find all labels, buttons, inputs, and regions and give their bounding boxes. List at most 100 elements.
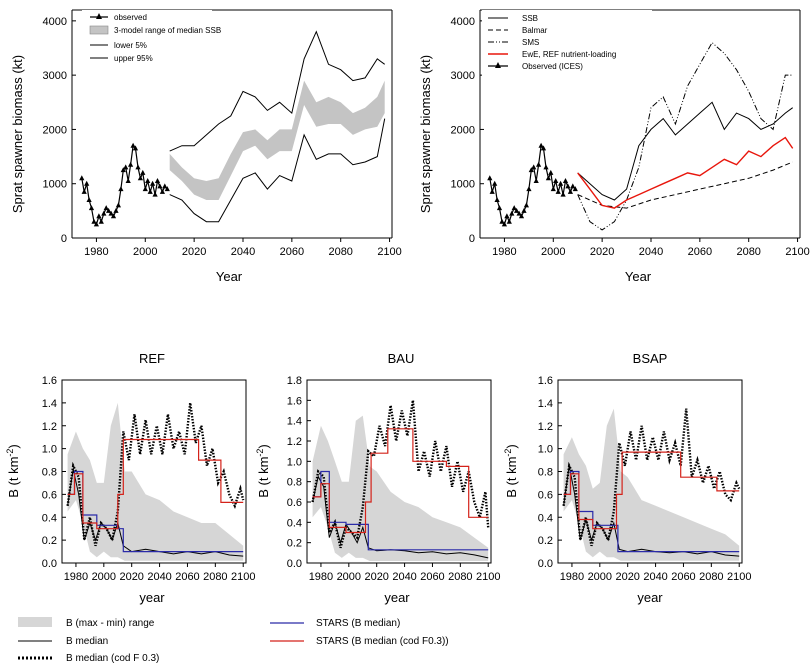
ref-ytick-label-7: 1.4 — [42, 398, 57, 410]
ref-xtick-label-2: 2020 — [119, 571, 143, 583]
top-left-series-0-point-4 — [88, 205, 95, 211]
top-right-xtick-label-1: 2000 — [541, 246, 565, 258]
bau-ytick-label-5: 1.0 — [287, 456, 302, 468]
bsap-ytick-label-2: 0.4 — [538, 512, 553, 524]
top-right-series-4-point-27 — [553, 178, 559, 183]
top-left-ytick-label-0: 0 — [61, 233, 67, 245]
top-left-series-3-line — [169, 30, 385, 152]
top-right-series-4-point-23 — [543, 164, 549, 170]
bsap-xtick-label-1: 2000 — [588, 571, 612, 583]
top-left-series-0-point-33 — [159, 188, 165, 194]
bau-ytick-label-6: 1.2 — [287, 436, 302, 448]
top-left-xtick-label-3: 2040 — [231, 246, 255, 258]
legend-balmar: Balmar — [522, 26, 548, 35]
top-right-series-4-point-17 — [528, 167, 534, 173]
top-right-ytick-label-2: 2000 — [451, 124, 475, 136]
top-right-legend: SSB Balmar SMS EwE, REF nutrient-loading… — [482, 10, 652, 80]
top-right-series-4-point-26 — [550, 186, 556, 192]
top-left-series-0-point-21 — [130, 142, 136, 148]
top-right-series-4-point-7 — [504, 213, 510, 219]
top-right-series-4-point-8 — [506, 218, 512, 224]
top-left-series-0-point-23 — [135, 164, 141, 170]
top-right-series-4-point-14 — [521, 207, 527, 213]
ref-ytick-label-6: 1.2 — [42, 421, 57, 433]
bau-series-2-line — [311, 400, 490, 549]
top-left-chart: 0 1000 2000 3000 4000 1980 2000 2020 2040 2060 208… — [10, 9, 402, 284]
top-left-xtick-label-5: 2080 — [328, 246, 352, 258]
bsap-series-0-band — [563, 408, 740, 561]
top-right-xtick-label-6: 2100 — [785, 246, 809, 258]
top-left-series-0-point-11 — [106, 207, 112, 213]
top-right-series-4-point-10 — [511, 205, 517, 211]
top-left-series-0-point-25 — [140, 169, 146, 175]
legend-box — [482, 10, 652, 80]
top-left-ytick-label-1: 1000 — [43, 179, 67, 191]
top-left-series-0-point-6 — [93, 221, 99, 227]
bau-xtick-label-0: 1980 — [309, 571, 333, 583]
bau-xtick-label-2: 2020 — [364, 571, 388, 583]
top-right-series-4-point-33 — [567, 188, 573, 194]
top-left-series-0-point-31 — [154, 178, 161, 183]
top-left-series-0-point-9 — [101, 210, 107, 216]
top-left-series-0-point-28 — [147, 188, 153, 194]
bau-ytick-label-1: 0.2 — [287, 538, 302, 550]
legend-range-swatch — [18, 617, 52, 627]
bau-xtick-label-5: 2080 — [448, 571, 472, 583]
bsap-series-2-line — [562, 408, 741, 547]
top-left-xtick-label-2: 2020 — [182, 246, 206, 258]
legend-ewe: EwE, REF nutrient-loading — [522, 50, 616, 59]
top-left-ytick-label-3: 3000 — [43, 70, 67, 82]
bsap-xtick-label-3: 2040 — [643, 571, 667, 583]
top-left-series-0-point-12 — [108, 210, 114, 216]
top-left-series-0-point-14 — [113, 207, 119, 213]
top-right-series-4-point-29 — [558, 180, 564, 186]
top-left-series-0-point-13 — [110, 213, 117, 219]
bsap-ylabel: B (t km-2) — [503, 444, 519, 498]
top-right-series-2-line — [577, 41, 793, 231]
top-left-series-1-band — [169, 80, 385, 200]
top-left-series-0-point-26 — [142, 186, 148, 192]
top-left-series-2-line — [169, 118, 386, 223]
bsap-xtick-label-2: 2020 — [615, 571, 639, 583]
top-right-series-4-point-4 — [496, 205, 503, 211]
top-right-series-4-point-6 — [501, 221, 507, 227]
bsap-ytick-label-5: 1.0 — [538, 444, 553, 456]
bau-series-1-line — [312, 475, 489, 559]
ref-ytick-label-2: 0.4 — [42, 512, 57, 524]
top-right-series-1-line — [577, 161, 793, 209]
bsap-series-1-line — [563, 465, 740, 557]
bau-title: BAU — [388, 351, 415, 366]
top-left-xtick-label-0: 1980 — [84, 246, 108, 258]
top-right-series-3-line — [577, 136, 794, 209]
top-left-series-0-point-15 — [115, 202, 121, 208]
top-left-legend: observed 3-model range of median SSB low… — [82, 10, 221, 70]
top-left-xtick-label-6: 2100 — [377, 246, 401, 258]
top-right-series-4-point-25 — [548, 169, 554, 175]
legend-median-cod-label: B median (cod F 0.3) — [66, 653, 159, 664]
top-right-ytick-label-4: 4000 — [451, 16, 475, 28]
top-left-series-0-point-10 — [103, 205, 109, 211]
top-right-series-4-point-22 — [540, 145, 547, 151]
bau-xtick-label-4: 2060 — [420, 571, 444, 583]
bau-frame — [306, 379, 492, 564]
bau-xtick-label-3: 2040 — [392, 571, 416, 583]
top-right-ylabel: Sprat spawner biomass (kt) — [418, 55, 433, 213]
bsap-series-4-line — [563, 451, 740, 530]
top-left-series-0-point-32 — [157, 183, 163, 189]
top-left-series-0-point-29 — [150, 180, 156, 186]
ref-xtick-label-1: 2000 — [92, 571, 116, 583]
legend-stars-label: STARS (B median) — [316, 618, 400, 629]
bsap-title: BSAP — [633, 351, 668, 366]
bsap-ytick-label-7: 1.4 — [538, 398, 553, 410]
ref-xtick-label-6: 2100 — [231, 571, 255, 583]
top-left-series-0-point-19 — [125, 178, 131, 183]
legend-stars-cod-label: STARS (B median (cod F0.3)) — [316, 636, 449, 647]
top-left-series-0-point-22 — [132, 145, 139, 151]
top-left-series-0-point-5 — [91, 218, 97, 224]
ref-chart: 0.0 0.2 0.4 0.6 0.8 1.0 1.2 1.4 1.6 1980 2000 2020 2… — [5, 351, 255, 605]
ref-ytick-label-8: 1.6 — [42, 375, 57, 387]
bau-ytick-label-2: 0.4 — [287, 517, 302, 529]
legend-range: 3-model range of median SSB — [114, 26, 221, 35]
